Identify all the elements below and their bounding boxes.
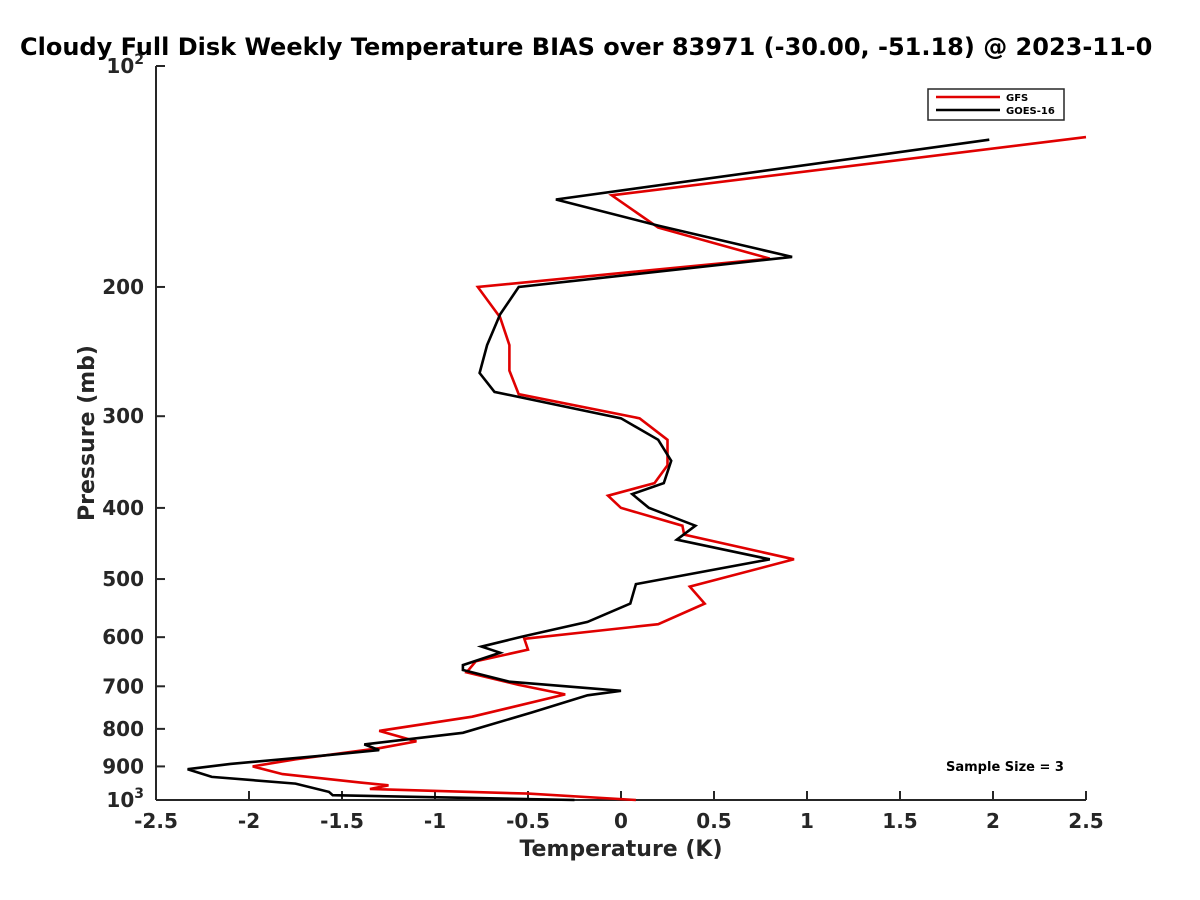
x-tick-label: 1 bbox=[800, 809, 814, 833]
x-tick-label: -0.5 bbox=[506, 809, 550, 833]
y-tick-label: 200 bbox=[102, 275, 144, 299]
y-tick-label: 500 bbox=[102, 567, 144, 591]
y-tick-label: 300 bbox=[102, 404, 144, 428]
x-tick-label: 2.5 bbox=[1068, 809, 1103, 833]
x-axis-ticks: -2.5 -2 -1.5 -1 -0.5 0 0.5 1 1.5 2 2.5 bbox=[134, 791, 1104, 833]
y-tick-exponent: 3 bbox=[134, 786, 144, 802]
legend-label-goes16: GOES-16 bbox=[1006, 106, 1055, 117]
x-tick-label: -2.5 bbox=[134, 809, 178, 833]
y-tick-label: 103 bbox=[106, 786, 144, 812]
series-line-gfs bbox=[252, 135, 1087, 802]
x-tick-label: 1.5 bbox=[882, 809, 917, 833]
x-tick-label: -1 bbox=[424, 809, 446, 833]
chart-title: Cloudy Full Disk Weekly Temperature BIAS… bbox=[20, 33, 1152, 61]
data-series bbox=[187, 135, 1087, 802]
y-tick-base: 10 bbox=[106, 54, 134, 78]
x-axis-label: Temperature (K) bbox=[519, 837, 722, 862]
legend: GFS GOES-16 bbox=[927, 88, 1065, 121]
y-tick-exponent: 2 bbox=[134, 52, 144, 68]
x-tick-label: 2 bbox=[986, 809, 1000, 833]
y-tick-label: 700 bbox=[102, 674, 144, 698]
y-axis-label: Pressure (mb) bbox=[75, 345, 100, 521]
series-line-goes-16 bbox=[187, 138, 990, 802]
sample-size-annotation: Sample Size = 3 bbox=[946, 760, 1064, 775]
y-tick-label: 102 bbox=[106, 52, 144, 78]
x-tick-label: 0.5 bbox=[696, 809, 731, 833]
x-tick-label: -2 bbox=[238, 809, 260, 833]
legend-box bbox=[927, 88, 1065, 121]
y-tick-label: 900 bbox=[102, 754, 144, 778]
y-tick-label: 600 bbox=[102, 625, 144, 649]
y-tick-base: 10 bbox=[106, 788, 134, 812]
y-tick-label: 800 bbox=[102, 717, 144, 741]
x-tick-label: 0 bbox=[614, 809, 628, 833]
y-tick-label: 400 bbox=[102, 496, 144, 520]
legend-label-gfs: GFS bbox=[1006, 93, 1028, 104]
x-tick-label: -1.5 bbox=[320, 809, 364, 833]
